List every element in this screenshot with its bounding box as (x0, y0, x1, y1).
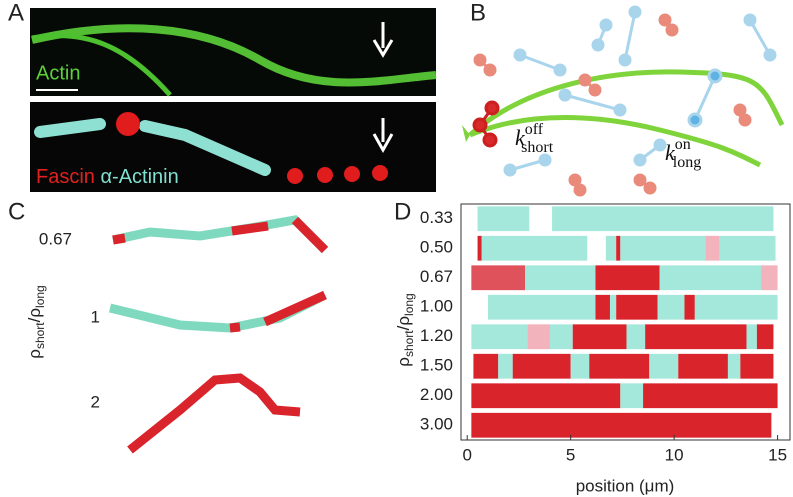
label: Fascin α-Actinin (36, 166, 179, 188)
y-axis-label: ρshort/ρlong (25, 285, 47, 358)
segment (481, 235, 588, 261)
arrow (372, 118, 394, 154)
segment (595, 265, 660, 291)
label: Actin (36, 62, 80, 84)
segment (659, 265, 762, 291)
segment (727, 353, 741, 379)
segment (719, 235, 776, 261)
plot-frame (460, 203, 791, 441)
segment (740, 353, 774, 379)
segment (570, 353, 590, 379)
segment (645, 324, 747, 350)
y-tick-label: 1.20 (420, 326, 453, 345)
rate-label: kon long (665, 136, 701, 171)
long-crosslinkers (503, 5, 777, 177)
fascin-signal (287, 165, 388, 184)
y-tick-label: 2.00 (420, 385, 453, 404)
y-tick-label: 0.33 (420, 208, 453, 227)
segment (684, 294, 695, 320)
rate-label: koff short (515, 121, 554, 156)
segment (620, 235, 706, 261)
x-tick-label: 15 (768, 445, 787, 464)
y-tick-label: 3.00 (420, 415, 453, 434)
segment (572, 324, 627, 350)
y-tick-label: 1.00 (420, 297, 453, 316)
y-tick-label: 0.50 (420, 238, 453, 257)
trajectory (112, 216, 329, 254)
segment (616, 235, 621, 261)
segment (626, 324, 646, 350)
filament (468, 69, 785, 137)
segment (761, 265, 778, 291)
x-tick-label: 5 (566, 445, 575, 464)
ratio-label: 2 (91, 392, 100, 411)
actin-filament (31, 33, 172, 97)
y-tick-label: 1.50 (420, 356, 453, 375)
segment (471, 324, 528, 350)
segment (471, 383, 621, 409)
ratio-label: 0.67 (39, 229, 72, 248)
x-axis-label: position (μm) (576, 476, 675, 495)
segment (525, 265, 596, 291)
x-tick-label: 10 (665, 445, 684, 464)
segment (678, 353, 728, 379)
x-tick-label: 0 (462, 445, 471, 464)
trajectory (127, 373, 301, 454)
segment (620, 383, 644, 409)
fascin-signal (116, 112, 140, 136)
segment (605, 235, 617, 261)
short-crosslinkers (473, 13, 752, 197)
segment (549, 324, 573, 350)
segment (477, 235, 482, 261)
ratio-label: 1 (91, 307, 100, 326)
bound-crosslinker (472, 100, 500, 148)
panel-label: D (394, 198, 411, 225)
segment (609, 294, 617, 320)
alpha-actinin-signal (34, 118, 271, 176)
segment (705, 235, 720, 261)
panel-label: A (8, 0, 24, 26)
segment (643, 383, 778, 409)
segment (552, 206, 774, 232)
segment (498, 353, 513, 379)
y-axis-label: ρshort/ρlong (394, 293, 416, 366)
y-tick-label: 0.67 (420, 267, 453, 286)
segment (746, 324, 757, 350)
panel-label: B (470, 0, 486, 26)
segment (616, 294, 658, 320)
segment (756, 324, 774, 350)
trajectory (229, 290, 327, 333)
filament (469, 115, 762, 168)
segment (649, 353, 679, 379)
segment (477, 206, 530, 232)
filament-end (462, 125, 470, 142)
panel-label: C (8, 198, 25, 225)
segment (589, 353, 650, 379)
segment (595, 294, 610, 320)
segment (694, 294, 778, 320)
segment (657, 294, 685, 320)
segment (527, 324, 550, 350)
segment (471, 265, 526, 291)
arrow (372, 22, 394, 58)
segment (487, 294, 596, 320)
segment (473, 353, 499, 379)
actin-filament (31, 24, 437, 87)
segment (471, 412, 772, 438)
segment (512, 353, 571, 379)
micrograph-crosslinkers (30, 102, 436, 192)
